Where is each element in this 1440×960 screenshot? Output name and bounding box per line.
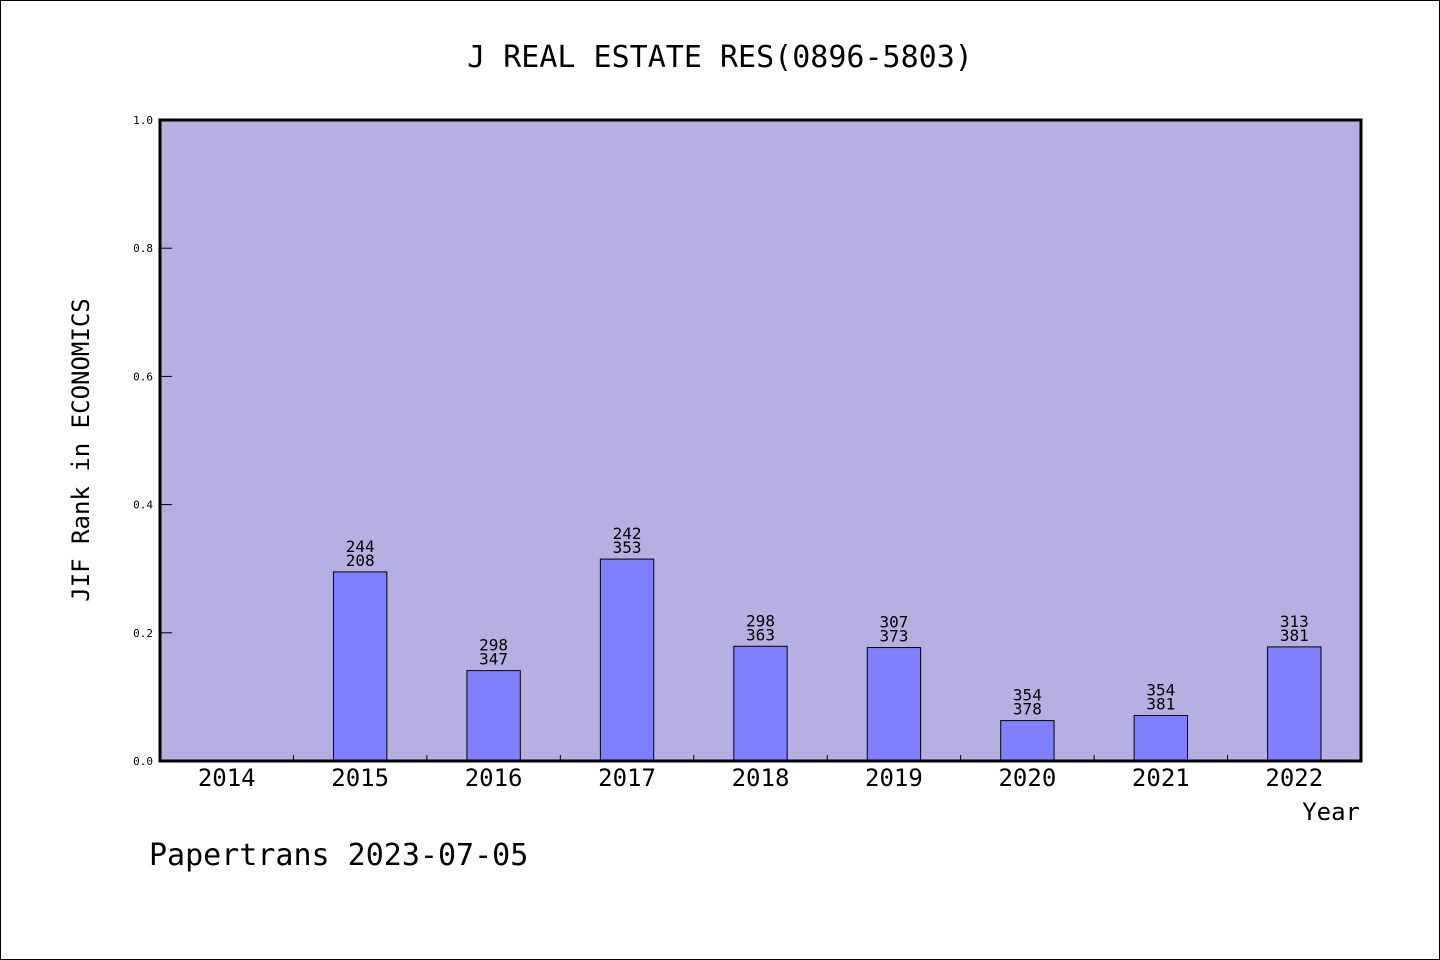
bar-2015 xyxy=(332,571,388,762)
data-label-2015-bottom: 208 xyxy=(346,551,375,570)
x-tick-label-2022: 2022 xyxy=(1265,764,1323,792)
bar-2022 xyxy=(1267,646,1322,762)
y-tick-label-1.0: 1.0 xyxy=(133,114,153,127)
data-labels-group: 2442082983472423532983633073733543783543… xyxy=(346,524,1309,719)
chart-title: J REAL ESTATE RES(0896-5803) xyxy=(467,40,973,75)
y-tick-label-0.0: 0.0 xyxy=(133,755,153,768)
data-label-2021-bottom: 381 xyxy=(1146,694,1175,713)
x-tick-label-2018: 2018 xyxy=(732,764,790,792)
data-label-2016-bottom: 347 xyxy=(479,650,508,669)
data-label-2017-bottom: 353 xyxy=(613,538,642,557)
bars-group xyxy=(332,558,1322,762)
data-label-2021-top: 354 xyxy=(1146,680,1175,699)
data-label-2022-bottom: 381 xyxy=(1280,626,1309,645)
x-axis-label: Year xyxy=(1302,798,1360,826)
y-tick-label-0.4: 0.4 xyxy=(133,499,153,512)
data-label-2017-top: 242 xyxy=(613,524,642,543)
y-axis-label: JIF Rank in ECONOMICS xyxy=(67,298,95,601)
x-tick-label-2017: 2017 xyxy=(598,764,656,792)
data-label-2019-bottom: 373 xyxy=(879,627,908,646)
x-tick-label-2020: 2020 xyxy=(998,764,1056,792)
data-label-2015-top: 244 xyxy=(346,537,375,556)
data-label-2020-top: 354 xyxy=(1013,686,1042,705)
data-label-2019-top: 307 xyxy=(879,613,908,632)
bar-2019 xyxy=(866,647,922,762)
plot-border xyxy=(158,118,1363,763)
y-axis-ticks: 0.0 0.2 0.4 0.6 0.8 1.0 xyxy=(133,114,172,768)
bar-2020 xyxy=(1000,720,1055,762)
data-label-2018-bottom: 363 xyxy=(746,625,775,644)
x-tick-label-2019: 2019 xyxy=(865,764,923,792)
x-tick-label-2016: 2016 xyxy=(465,764,523,792)
y-tick-label-0.2: 0.2 xyxy=(133,627,153,640)
y-tick-label-0.6: 0.6 xyxy=(133,370,153,383)
data-label-2020-bottom: 378 xyxy=(1013,700,1042,719)
bar-2018 xyxy=(733,645,788,762)
data-label-2022-top: 313 xyxy=(1280,612,1309,631)
x-axis-ticks: 2014 2015 2016 2017 2018 2019 2020 2021 2022 xyxy=(198,755,1323,792)
data-label-2016-top: 298 xyxy=(479,636,508,655)
bar-2016 xyxy=(466,670,521,762)
data-label-2018-top: 298 xyxy=(746,611,775,630)
x-tick-label-2021: 2021 xyxy=(1132,764,1190,792)
footer-credit: Papertrans 2023-07-05 xyxy=(149,838,528,873)
x-tick-label-2015: 2015 xyxy=(331,764,389,792)
bar-2021 xyxy=(1133,714,1189,762)
x-tick-label-2014: 2014 xyxy=(198,764,256,792)
y-tick-label-0.8: 0.8 xyxy=(133,242,153,255)
bar-2017 xyxy=(599,558,655,762)
